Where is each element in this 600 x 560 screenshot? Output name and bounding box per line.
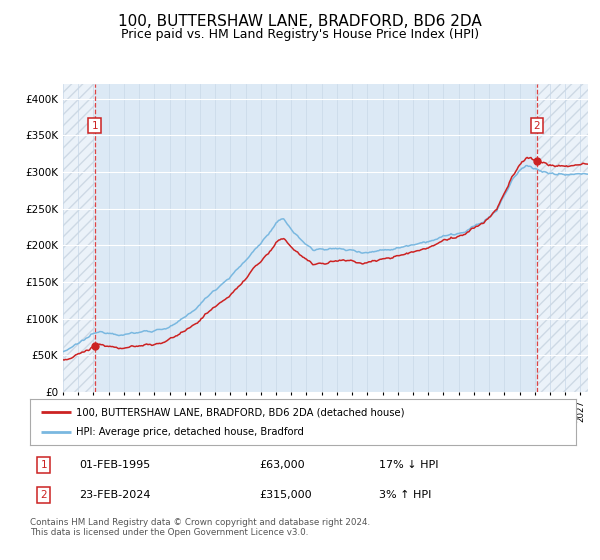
Text: 100, BUTTERSHAW LANE, BRADFORD, BD6 2DA: 100, BUTTERSHAW LANE, BRADFORD, BD6 2DA — [118, 14, 482, 29]
Text: 01-FEB-1995: 01-FEB-1995 — [79, 460, 151, 470]
Text: Contains HM Land Registry data © Crown copyright and database right 2024.
This d: Contains HM Land Registry data © Crown c… — [30, 518, 370, 538]
Text: Price paid vs. HM Land Registry's House Price Index (HPI): Price paid vs. HM Land Registry's House … — [121, 28, 479, 41]
Text: 17% ↓ HPI: 17% ↓ HPI — [379, 460, 439, 470]
Bar — [537, 84, 588, 392]
Text: 2: 2 — [533, 120, 540, 130]
Text: £315,000: £315,000 — [259, 490, 312, 500]
Text: £63,000: £63,000 — [259, 460, 305, 470]
Text: 2: 2 — [40, 490, 47, 500]
Bar — [63, 84, 95, 392]
Text: 100, BUTTERSHAW LANE, BRADFORD, BD6 2DA (detached house): 100, BUTTERSHAW LANE, BRADFORD, BD6 2DA … — [76, 407, 405, 417]
Text: 23-FEB-2024: 23-FEB-2024 — [79, 490, 151, 500]
Text: 1: 1 — [91, 120, 98, 130]
Text: 1: 1 — [40, 460, 47, 470]
Text: HPI: Average price, detached house, Bradford: HPI: Average price, detached house, Brad… — [76, 427, 304, 437]
Text: 3% ↑ HPI: 3% ↑ HPI — [379, 490, 432, 500]
